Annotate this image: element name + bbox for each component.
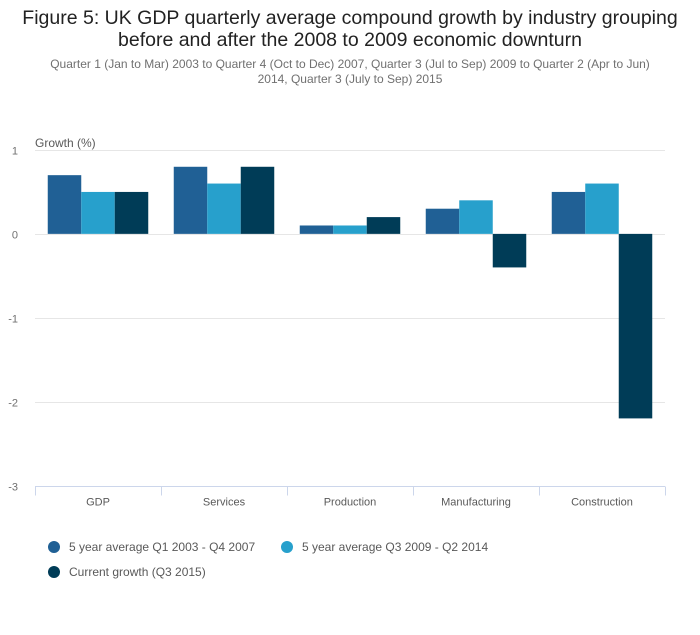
bar-2-manufacturing [459, 200, 493, 234]
chart-subtitle: Quarter 1 (Jan to Mar) 2003 to Quarter 4… [20, 57, 680, 87]
x-tick-label: Production [324, 497, 377, 509]
legend-marker-icon [48, 541, 60, 553]
y-tick-label: -3 [8, 482, 18, 494]
bar-3-manufacturing [492, 233, 527, 268]
x-tick-label: Construction [571, 497, 633, 509]
x-axis: GDP Services Production Manufacturing Constr… [35, 486, 666, 509]
legend-item[interactable]: Current growth (Q3 2015) [48, 565, 206, 579]
chart-subtitle-line-1: Quarter 1 (Jan to Mar) 2003 to Quarter 4… [50, 57, 650, 71]
x-tick-label: Services [203, 497, 246, 509]
bar-1-gdp [47, 175, 82, 234]
bar-2-production [333, 225, 367, 234]
bar-1-manufacturing [425, 208, 460, 234]
chart-title-line-1: Figure 5: UK GDP quarterly average compo… [22, 7, 678, 29]
chart-title-line-2: before and after the 2008 to 2009 econom… [118, 29, 582, 51]
legend-marker-icon [281, 541, 293, 553]
bars [47, 166, 653, 419]
bar-2-construction [585, 183, 619, 234]
legend-marker-icon [48, 566, 60, 578]
chart-subtitle-line-2: 2014, Quarter 3 (July to Sep) 2015 [257, 72, 443, 86]
bar-1-construction [551, 191, 586, 234]
y-tick-label: -1 [8, 314, 18, 326]
chart-title: Figure 5: UK GDP quarterly average compo… [0, 7, 700, 51]
y-axis-ticks: 1 0 -1 -2 -3 [8, 146, 18, 494]
y-tick-label: 0 [12, 230, 18, 242]
bar-2-gdp [81, 191, 115, 234]
x-tick-label: GDP [86, 497, 110, 509]
x-tick-label: Manufacturing [441, 497, 511, 509]
bar-1-production [299, 225, 334, 234]
legend-label: 5 year average Q1 2003 - Q4 2007 [69, 540, 256, 554]
y-tick-label: -2 [8, 398, 18, 410]
legend-label: Current growth (Q3 2015) [69, 565, 206, 579]
bar-3-services [240, 166, 275, 234]
y-axis-label: Growth (%) [35, 136, 96, 150]
bar-3-gdp [114, 191, 149, 234]
gridlines [35, 150, 665, 403]
bar-3-production [366, 217, 401, 234]
bar-2-services [207, 183, 241, 234]
bar-1-services [173, 166, 208, 234]
legend-label: 5 year average Q3 2009 - Q2 2014 [302, 540, 489, 554]
y-tick-label: 1 [12, 146, 18, 158]
legend-item[interactable]: 5 year average Q3 2009 - Q2 2014 [281, 540, 488, 554]
bar-3-construction [618, 233, 653, 419]
legend-item[interactable]: 5 year average Q1 2003 - Q4 2007 [48, 540, 255, 554]
